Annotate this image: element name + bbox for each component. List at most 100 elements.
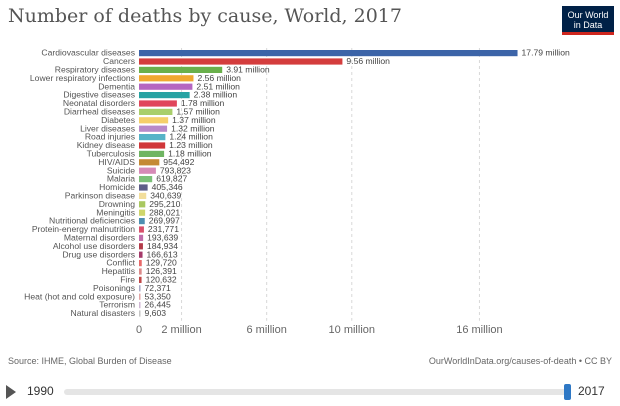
bar — [139, 251, 143, 258]
category-label: Natural disasters — [71, 308, 135, 318]
bar — [139, 66, 223, 73]
bar — [139, 142, 166, 149]
x-tick-label: 0 — [136, 324, 142, 336]
category-label: Nutritional deficiencies — [49, 216, 135, 226]
bar — [139, 234, 144, 241]
bar — [139, 92, 190, 99]
logo-line1: Our World — [567, 10, 609, 20]
value-label: 9.56 million — [346, 56, 390, 66]
category-label: Conflict — [106, 258, 135, 268]
timeline-slider[interactable]: 1990 2017 — [0, 378, 620, 406]
chart-title: Number of deaths by cause, World, 2017 — [8, 5, 402, 27]
x-tick-label: 16 million — [456, 324, 502, 336]
category-label: Liver diseases — [80, 123, 135, 133]
category-label: Homicide — [99, 182, 135, 192]
bar — [139, 201, 146, 208]
timeline-handle[interactable] — [564, 384, 571, 400]
value-label: 72,371 — [145, 283, 172, 293]
category-label: Diabetes — [101, 115, 135, 125]
value-label: 129,720 — [146, 258, 177, 268]
bar — [139, 58, 343, 65]
category-label: Fire — [120, 275, 135, 285]
bar — [139, 293, 141, 300]
bar — [139, 117, 169, 124]
category-label: Tuberculosis — [87, 149, 135, 159]
category-label: Neonatal disorders — [63, 98, 135, 108]
value-label: 120,632 — [146, 275, 177, 285]
category-label: Road injuries — [85, 132, 135, 142]
owid-logo[interactable]: Our World in Data — [562, 6, 614, 35]
bar — [139, 100, 177, 107]
x-tick-label: 10 million — [329, 324, 375, 336]
value-label: 26,445 — [145, 300, 172, 310]
value-label: 193,639 — [147, 233, 178, 243]
bar — [139, 150, 165, 157]
value-label: 1.24 million — [169, 132, 213, 142]
bar — [139, 184, 148, 191]
bar — [139, 83, 193, 90]
bar — [139, 176, 153, 183]
bar — [139, 285, 141, 292]
bar — [139, 134, 166, 141]
category-label: Drug use disorders — [62, 249, 135, 259]
value-label: 126,391 — [146, 266, 177, 276]
source-url-link[interactable]: OurWorldInData.org/causes-of-death • CC … — [428, 356, 612, 366]
bar — [139, 218, 145, 225]
bar — [139, 159, 160, 166]
category-label: Digestive diseases — [63, 90, 135, 100]
category-label: Meningitis — [96, 207, 135, 217]
bar — [139, 268, 142, 275]
value-label: 2.56 million — [197, 73, 241, 83]
category-label: Cancers — [103, 56, 135, 66]
value-label: 269,997 — [149, 216, 180, 226]
bar — [139, 108, 173, 115]
bar-chart: 0 2 million 6 million 10 million 16 million C… — [24, 48, 570, 336]
category-label: Maternal disorders — [64, 233, 135, 243]
bar — [139, 302, 141, 309]
category-label: Suicide — [107, 165, 135, 175]
category-label: Parkinson disease — [65, 191, 135, 201]
value-label: 1.37 million — [172, 115, 216, 125]
category-label: Diarrheal diseases — [64, 107, 135, 117]
timeline-start-year: 1990 — [27, 384, 54, 398]
timeline-track[interactable] — [64, 389, 569, 395]
value-label: 231,771 — [148, 224, 179, 234]
value-label: 3.91 million — [226, 65, 270, 75]
category-label: Drowning — [99, 199, 136, 209]
play-icon[interactable] — [6, 385, 16, 399]
bar — [139, 276, 142, 283]
value-label: 1.23 million — [169, 140, 213, 150]
value-label: 405,346 — [152, 182, 183, 192]
category-label: Malaria — [107, 174, 135, 184]
bar — [139, 75, 194, 82]
value-label: 1.57 million — [176, 107, 220, 117]
value-label: 619,827 — [156, 174, 187, 184]
category-label: HIV/AIDS — [98, 157, 135, 167]
bar — [139, 260, 142, 267]
bar — [139, 310, 141, 317]
category-label: Cardiovascular diseases — [41, 48, 135, 58]
category-label: Terrorism — [99, 300, 135, 310]
value-label: 1.32 million — [171, 123, 215, 133]
value-label: 1.78 million — [181, 98, 225, 108]
value-label: 184,934 — [147, 241, 178, 251]
source-note: Source: IHME, Global Burden of Disease — [8, 356, 172, 366]
category-label: Respiratory diseases — [55, 65, 135, 75]
category-label: Protein-energy malnutrition — [32, 224, 135, 234]
value-label: 954,492 — [163, 157, 194, 167]
bar — [139, 167, 156, 174]
bar — [139, 125, 168, 132]
bar — [139, 209, 146, 216]
value-label: 1.18 million — [168, 149, 212, 159]
x-tick-label: 6 million — [246, 324, 286, 336]
value-label: 295,210 — [149, 199, 180, 209]
value-label: 17.79 million — [522, 48, 570, 58]
x-tick-label: 2 million — [161, 324, 201, 336]
category-label: Kidney disease — [77, 140, 136, 150]
category-label: Alcohol use disorders — [53, 241, 135, 251]
category-label: Heat (hot and cold exposure) — [24, 291, 135, 301]
bar — [139, 226, 144, 233]
timeline-end-year: 2017 — [578, 384, 605, 398]
category-label: Poisonings — [93, 283, 135, 293]
value-label: 166,613 — [147, 249, 178, 259]
